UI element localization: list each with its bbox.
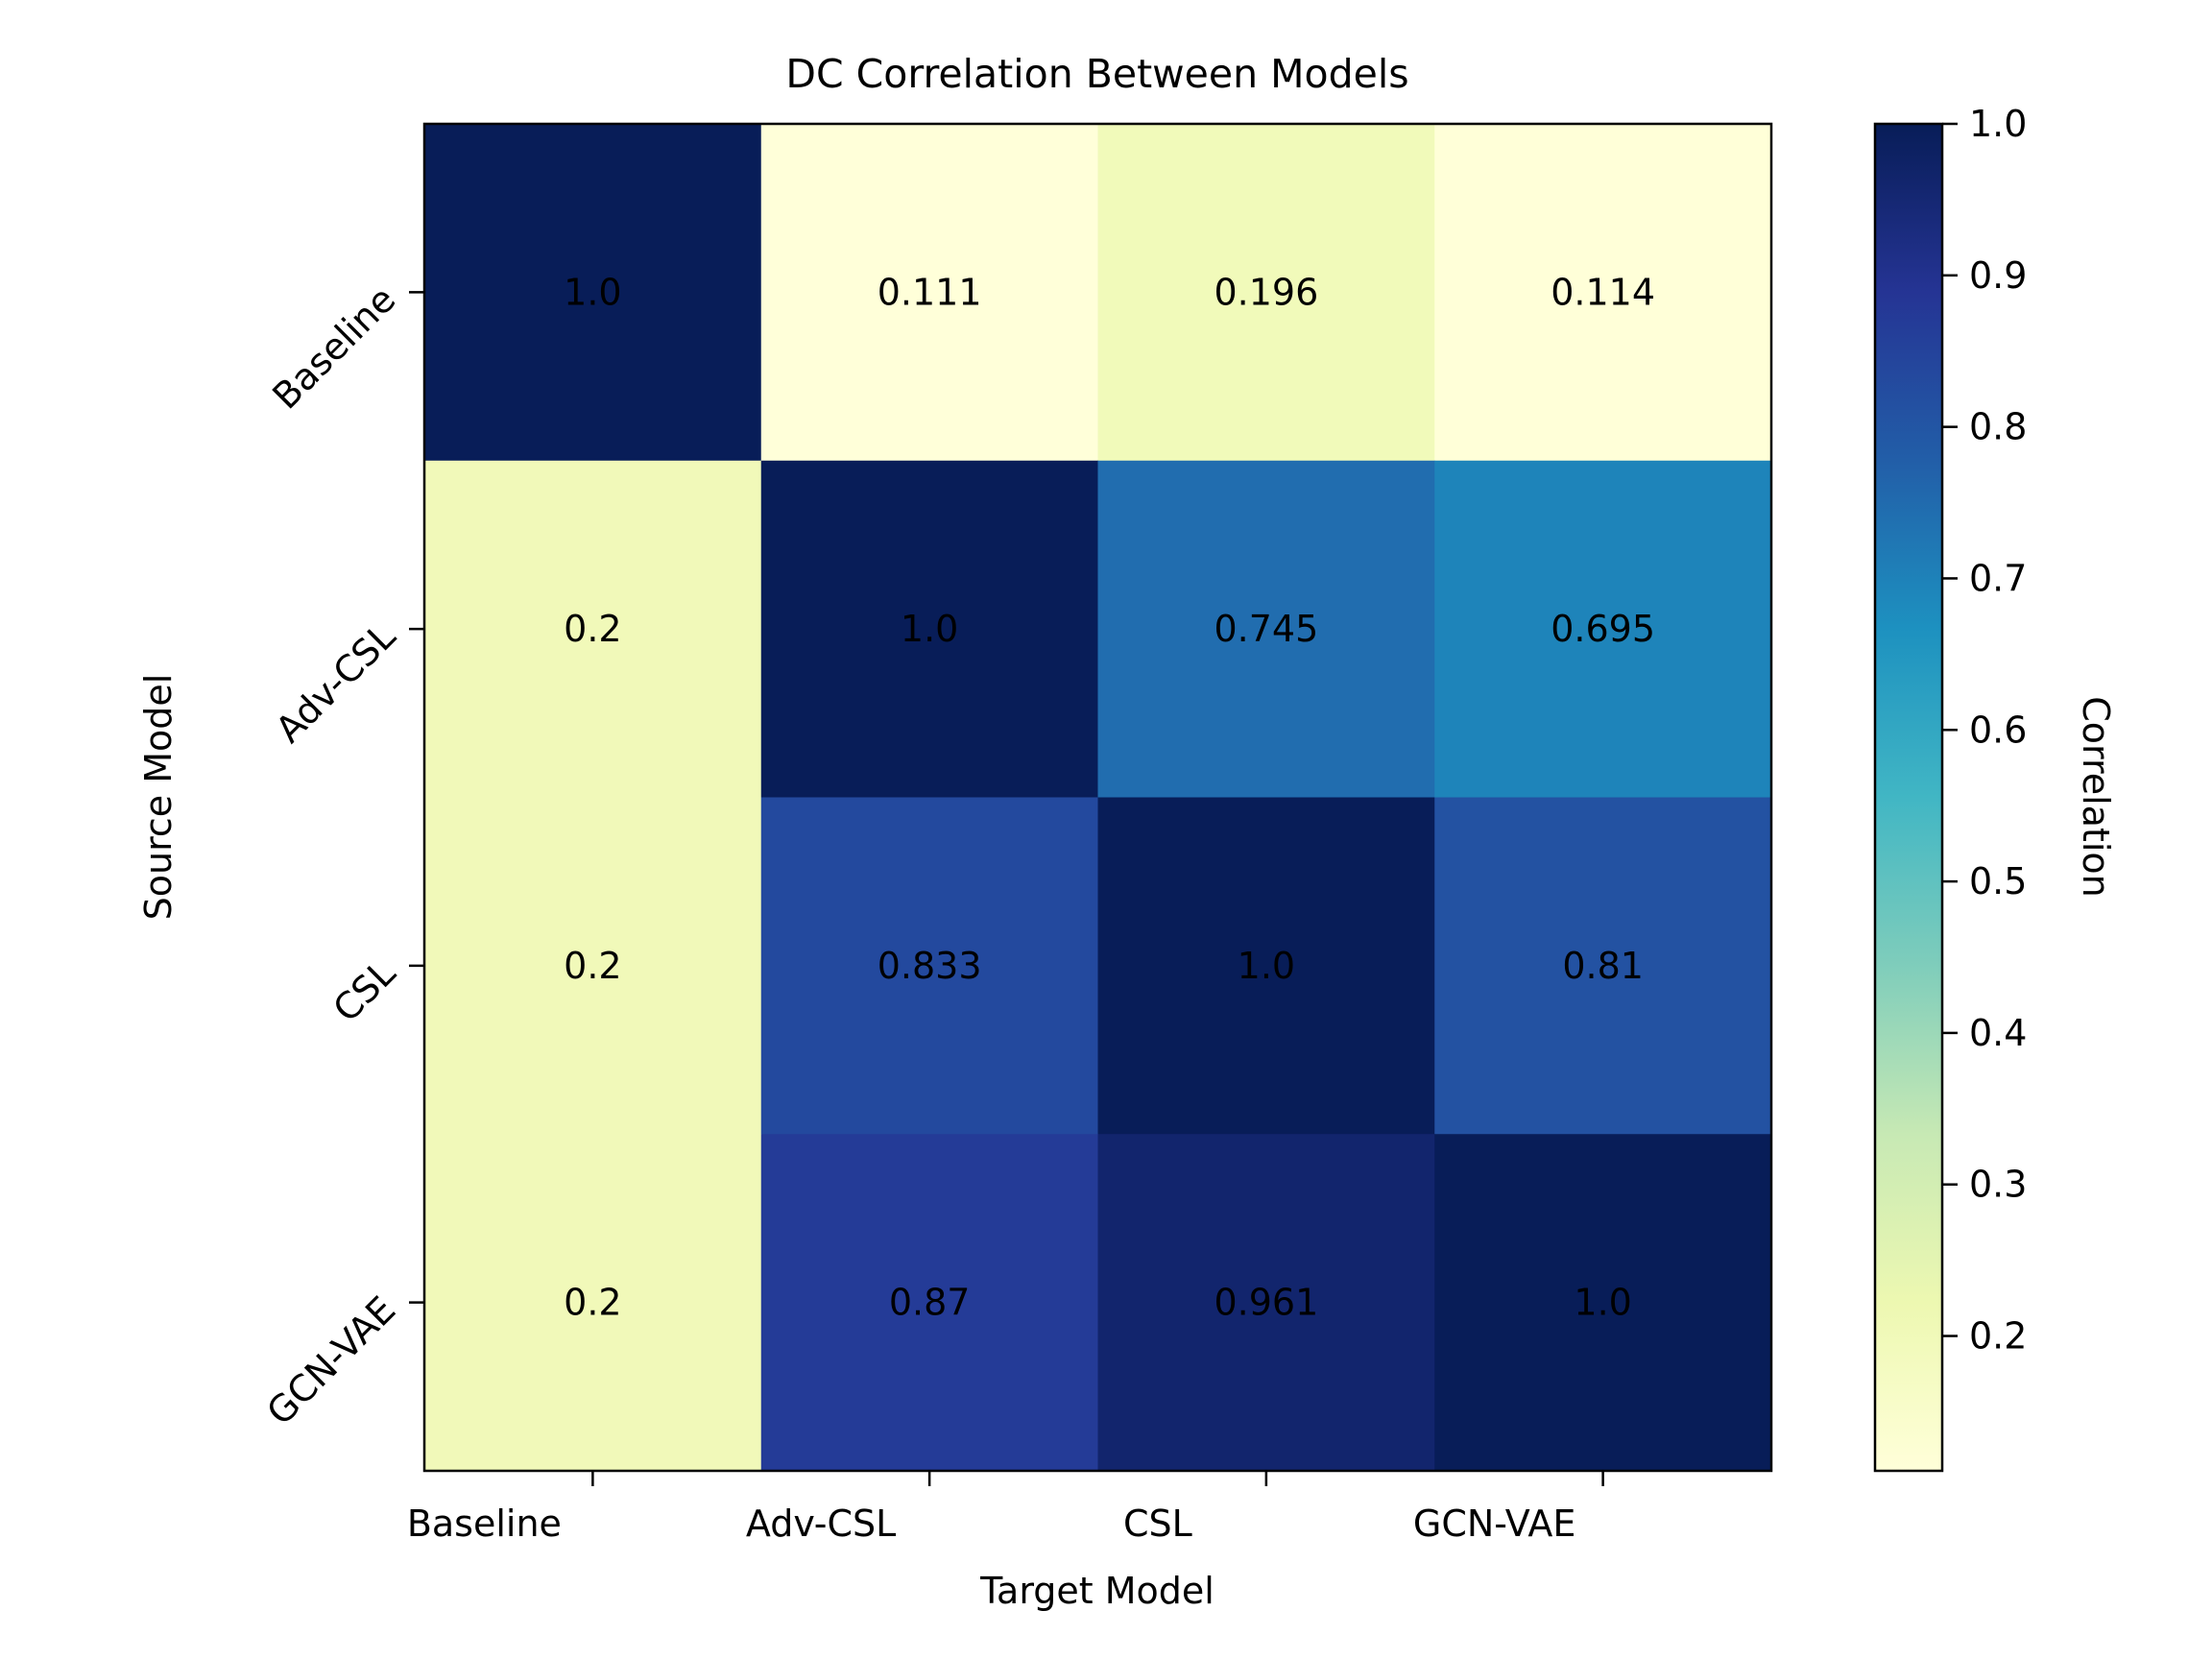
colorbar: 0.2 0.3 0.4 0.5 0.6 0.7 0.8 0.9 1.0 Correlation xyxy=(1873,103,2117,1473)
colorbar-tick-label: 0.6 xyxy=(1969,709,2027,751)
heatmap-cell xyxy=(424,797,762,1135)
heatmap-cell xyxy=(1097,797,1435,1135)
heatmap-cell xyxy=(424,1134,762,1472)
heatmap-cell xyxy=(760,124,1098,462)
cell-value-label: 0.87 xyxy=(889,1282,971,1324)
cell-value-label: 0.745 xyxy=(1214,608,1318,650)
x-axis-label: Target Model xyxy=(979,1570,1214,1612)
heatmap-cell xyxy=(1097,124,1435,462)
cell-value-label: 1.0 xyxy=(1238,945,1295,987)
colorbar-gradient xyxy=(1873,122,1944,1473)
colorbar-label: Correlation xyxy=(2075,696,2117,898)
heatmap-cell xyxy=(1097,1134,1435,1472)
cell-value-label: 0.196 xyxy=(1214,271,1318,313)
x-tick-label: CSL xyxy=(1123,1503,1192,1545)
heatmap-cells xyxy=(424,124,1772,1472)
heatmap-cell xyxy=(760,1134,1098,1472)
chart-title: DC Correlation Between Models xyxy=(785,51,1408,97)
colorbar-tick-label: 0.9 xyxy=(1969,254,2027,297)
cell-value-label: 0.961 xyxy=(1214,1282,1318,1324)
colorbar-tick-label: 0.2 xyxy=(1969,1315,2027,1358)
heatmap-cell xyxy=(424,460,762,798)
x-tick-label: Adv-CSL xyxy=(746,1503,896,1545)
y-axis-label: Source Model xyxy=(137,674,180,921)
heatmap-cell xyxy=(1434,460,1772,798)
cell-value-label: 1.0 xyxy=(564,271,621,313)
colorbar-tick-label: 0.5 xyxy=(1969,860,2027,902)
x-tick-label: GCN-VAE xyxy=(1413,1503,1575,1545)
colorbar-tick-label: 0.8 xyxy=(1969,406,2027,448)
heatmap-cell xyxy=(1097,460,1435,798)
cell-value-label: 0.111 xyxy=(878,271,982,313)
heatmap-cell xyxy=(1434,797,1772,1135)
cell-value-label: 0.2 xyxy=(564,945,621,987)
cell-value-label: 0.695 xyxy=(1551,608,1655,650)
heatmap-cell xyxy=(1434,124,1772,462)
cell-value-label: 0.833 xyxy=(878,945,982,987)
heatmap-cell-labels: 1.0 0.111 0.196 0.114 0.2 1.0 0.745 0.695 0.2 0.8… xyxy=(564,271,1655,1323)
x-tick-label: Baseline xyxy=(407,1503,562,1545)
x-axis: Baseline Adv-CSL CSL GCN-VAE xyxy=(407,1471,1604,1545)
colorbar-ticks: 0.2 0.3 0.4 0.5 0.6 0.7 0.8 0.9 1.0 xyxy=(1942,103,2027,1358)
heatmap-cell xyxy=(1434,1134,1772,1472)
y-axis: Baseline Adv-CSL CSL GCN-VAE xyxy=(258,278,424,1433)
heatmap-cell xyxy=(424,124,762,462)
y-tick-label: CSL xyxy=(325,951,403,1030)
colorbar-tick-label: 0.4 xyxy=(1969,1012,2027,1054)
cell-value-label: 1.0 xyxy=(1574,1282,1631,1324)
cell-value-label: 0.114 xyxy=(1551,271,1655,313)
heatmap-cell xyxy=(760,797,1098,1135)
y-tick-label: Adv-CSL xyxy=(268,614,404,751)
colorbar-tick-label: 1.0 xyxy=(1969,103,2027,145)
cell-value-label: 0.2 xyxy=(564,608,621,650)
cell-value-label: 1.0 xyxy=(901,608,958,650)
heatmap-cell xyxy=(760,460,1098,798)
cell-value-label: 0.2 xyxy=(564,1282,621,1324)
cell-value-label: 0.81 xyxy=(1562,945,1644,987)
colorbar-tick-label: 0.7 xyxy=(1969,557,2027,599)
y-tick-label: Baseline xyxy=(264,278,403,418)
y-tick-label: GCN-VAE xyxy=(258,1288,403,1433)
colorbar-tick-label: 0.3 xyxy=(1969,1164,2027,1206)
plot-frame xyxy=(422,122,1773,1473)
